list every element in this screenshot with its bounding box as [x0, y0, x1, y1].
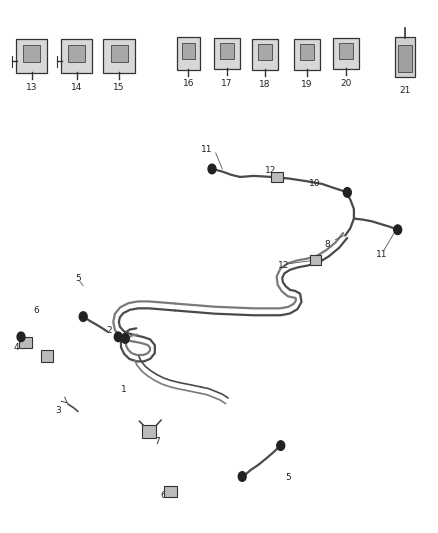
Text: 14: 14 [71, 83, 82, 92]
Text: 19: 19 [301, 79, 312, 88]
Text: 12: 12 [278, 261, 290, 270]
FancyBboxPatch shape [398, 45, 412, 72]
Text: 1: 1 [120, 385, 127, 393]
FancyBboxPatch shape [19, 337, 32, 348]
Text: 15: 15 [113, 83, 125, 92]
Text: 8: 8 [325, 240, 331, 248]
Text: 2: 2 [107, 326, 112, 335]
Text: 4: 4 [14, 343, 19, 352]
Text: 17: 17 [221, 78, 233, 87]
FancyBboxPatch shape [333, 37, 359, 69]
FancyBboxPatch shape [300, 44, 314, 60]
Text: 3: 3 [55, 406, 61, 415]
Circle shape [17, 332, 25, 342]
Text: 18: 18 [259, 79, 271, 88]
FancyBboxPatch shape [142, 425, 156, 438]
FancyBboxPatch shape [182, 43, 194, 59]
FancyBboxPatch shape [220, 43, 234, 59]
FancyBboxPatch shape [103, 39, 135, 73]
FancyBboxPatch shape [258, 44, 272, 60]
Circle shape [208, 164, 216, 174]
FancyBboxPatch shape [177, 37, 200, 70]
Text: 13: 13 [26, 83, 37, 92]
FancyBboxPatch shape [252, 39, 278, 70]
Text: 6: 6 [33, 306, 39, 314]
Text: 16: 16 [183, 79, 194, 88]
Text: 12: 12 [265, 166, 276, 175]
FancyBboxPatch shape [61, 39, 92, 73]
FancyBboxPatch shape [271, 172, 283, 182]
FancyBboxPatch shape [16, 39, 47, 73]
FancyBboxPatch shape [395, 37, 415, 77]
Circle shape [114, 332, 122, 342]
FancyBboxPatch shape [23, 45, 40, 62]
Text: 10: 10 [309, 180, 320, 188]
Circle shape [343, 188, 351, 197]
FancyBboxPatch shape [164, 486, 177, 497]
FancyBboxPatch shape [293, 39, 320, 70]
Text: 20: 20 [340, 78, 352, 87]
Text: 21: 21 [399, 86, 411, 95]
FancyBboxPatch shape [339, 43, 353, 59]
Text: 7: 7 [154, 437, 160, 446]
FancyBboxPatch shape [41, 350, 53, 362]
Text: 11: 11 [376, 251, 388, 259]
FancyBboxPatch shape [68, 45, 85, 62]
Circle shape [79, 312, 87, 321]
FancyBboxPatch shape [110, 45, 128, 62]
Circle shape [121, 334, 129, 343]
Circle shape [238, 472, 246, 481]
FancyBboxPatch shape [310, 255, 321, 265]
Circle shape [394, 225, 402, 235]
Text: 6: 6 [160, 491, 166, 500]
FancyBboxPatch shape [214, 37, 240, 69]
Text: 5: 5 [75, 274, 81, 282]
Text: 11: 11 [201, 145, 212, 154]
Circle shape [277, 441, 285, 450]
Text: 5: 5 [285, 473, 291, 481]
